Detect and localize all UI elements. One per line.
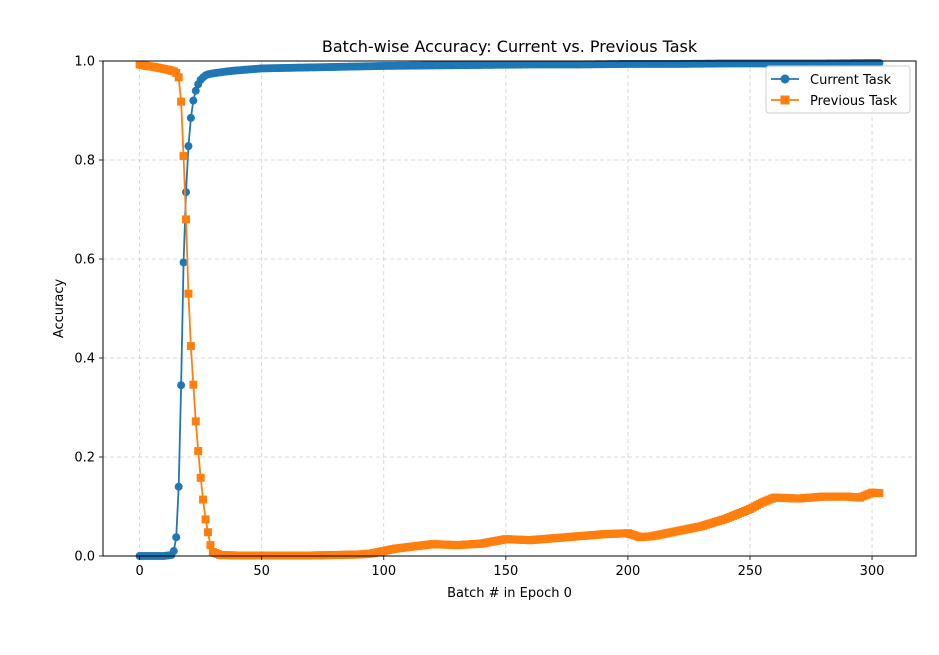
x-tick-label: 150 xyxy=(493,564,518,579)
y-tick-label: 0.6 xyxy=(74,253,95,268)
data-point-previous-task xyxy=(199,495,208,504)
x-axis-ticks: 0 50 100 150 200 250 300 xyxy=(135,556,884,579)
legend-box xyxy=(765,65,911,114)
y-tick-label: 0.2 xyxy=(74,451,95,466)
data-point-previous-task xyxy=(196,473,205,482)
data-point-previous-task xyxy=(177,97,186,106)
data-point-previous-task xyxy=(206,541,215,550)
legend-label-previous-task: Previous Task xyxy=(810,94,898,109)
y-tick-label: 0.8 xyxy=(74,154,95,169)
series-group xyxy=(135,58,884,560)
series-current-task xyxy=(135,58,884,560)
x-tick-label: 300 xyxy=(860,564,885,579)
legend: Current Task Previous Task xyxy=(765,65,911,114)
legend-label-current-task: Current Task xyxy=(810,73,891,88)
data-point-previous-task xyxy=(182,215,191,224)
data-point-current-task xyxy=(191,86,200,95)
x-tick-label: 200 xyxy=(615,564,640,579)
plot-frame xyxy=(102,60,917,557)
data-point-previous-task xyxy=(189,380,198,389)
data-point-previous-task xyxy=(172,68,181,77)
x-tick-label: 250 xyxy=(738,564,763,579)
x-axis-label: Batch # in Epoch 0 xyxy=(447,586,572,601)
y-axis-label: Accuracy xyxy=(52,279,67,339)
data-point-previous-task xyxy=(191,417,200,426)
x-tick-label: 100 xyxy=(371,564,396,579)
chart-title: Batch-wise Accuracy: Current vs. Previou… xyxy=(322,37,698,56)
data-point-previous-task xyxy=(875,489,884,498)
data-point-current-task xyxy=(184,142,193,151)
data-point-current-task xyxy=(182,188,191,197)
data-point-previous-task xyxy=(194,447,203,456)
y-tick-label: 0.0 xyxy=(74,550,95,565)
x-tick-label: 0 xyxy=(135,564,143,579)
data-point-current-task xyxy=(169,547,178,556)
y-axis-ticks: 0.0 0.2 0.4 0.6 0.8 1.0 xyxy=(74,55,103,565)
data-point-current-task xyxy=(177,381,186,390)
data-point-previous-task xyxy=(201,515,210,524)
data-point-previous-task xyxy=(186,342,195,351)
data-point-current-task xyxy=(174,482,183,491)
data-point-current-task xyxy=(189,96,198,105)
legend-marker-previous-task xyxy=(780,95,790,105)
data-point-current-task xyxy=(172,533,181,542)
data-point-current-task xyxy=(179,258,188,267)
data-point-current-task xyxy=(186,113,195,122)
data-point-previous-task xyxy=(174,73,183,82)
data-point-previous-task xyxy=(203,528,212,537)
y-tick-label: 1.0 xyxy=(74,55,95,70)
data-point-previous-task xyxy=(184,289,193,298)
legend-marker-current-task xyxy=(780,74,790,84)
x-tick-label: 50 xyxy=(253,564,270,579)
data-point-previous-task xyxy=(179,152,188,161)
y-tick-label: 0.4 xyxy=(74,352,95,367)
